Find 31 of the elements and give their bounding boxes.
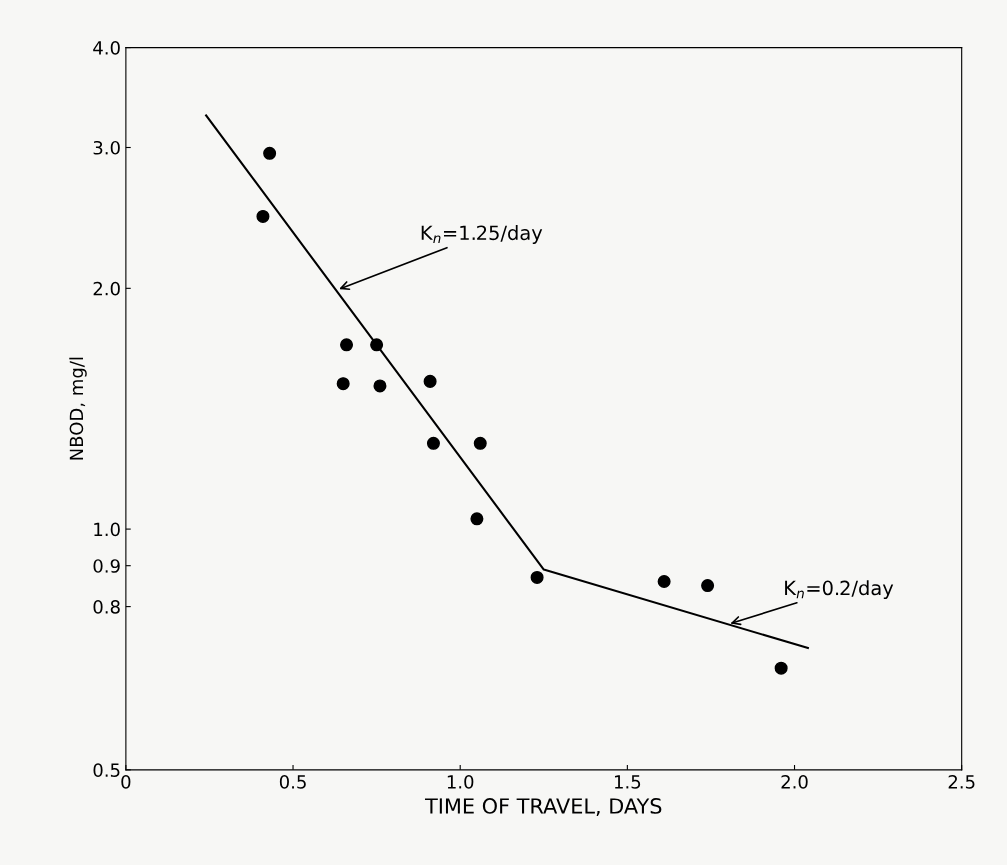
x-tick-label: 0 xyxy=(121,775,131,789)
y-tick-label: 0.9 xyxy=(93,559,120,573)
point xyxy=(774,661,788,675)
x-axis-title: TIME OF TRAVEL, DAYS xyxy=(424,798,662,816)
y-tick-label: 4.0 xyxy=(93,41,120,55)
point xyxy=(470,512,484,526)
point xyxy=(263,146,277,160)
point xyxy=(701,579,715,593)
annotation: K$_{n}$=0.2/day xyxy=(785,580,894,600)
y-tick-label: 0.5 xyxy=(93,763,120,777)
x-tick-label: 2.5 xyxy=(948,775,975,789)
point xyxy=(370,338,384,352)
point xyxy=(473,436,487,450)
y-tick-label: 3.0 xyxy=(93,140,120,155)
annotation: K$_{n}$=1.25/day xyxy=(421,225,543,244)
y-axis-title: NBOD, mg/l xyxy=(69,357,87,460)
point xyxy=(256,209,270,223)
y-tick-label: 2.0 xyxy=(93,281,120,296)
y-tick-label: 0.8 xyxy=(93,600,120,614)
x-tick-label: 1.5 xyxy=(614,775,641,789)
x-tick-label: 1.0 xyxy=(447,775,474,789)
x-tick-label: 0.5 xyxy=(279,775,306,789)
x-tick-label: 2.0 xyxy=(781,775,808,789)
point xyxy=(657,574,671,588)
point xyxy=(373,379,387,393)
point xyxy=(426,436,440,450)
point xyxy=(340,338,354,352)
y-tick-label: 1.0 xyxy=(94,522,120,537)
point xyxy=(530,570,544,584)
point xyxy=(336,377,350,391)
point xyxy=(423,374,437,388)
